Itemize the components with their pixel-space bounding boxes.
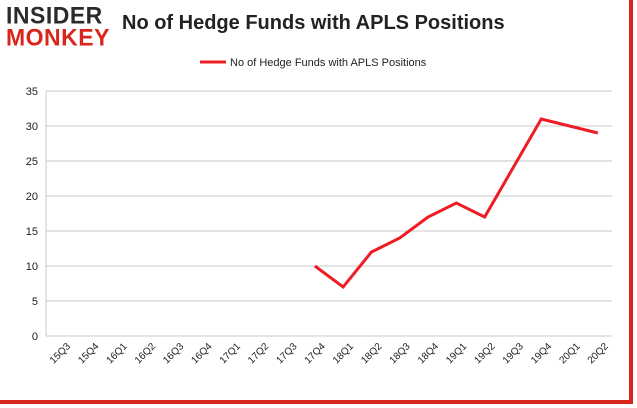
x-tick-label: 18Q3 (388, 341, 413, 366)
logo-line-1: INSIDER (6, 1, 103, 29)
legend-label: No of Hedge Funds with APLS Positions (230, 57, 427, 69)
x-tick-label: 18Q1 (331, 341, 356, 366)
x-tick-label: 19Q4 (529, 341, 554, 366)
logo-line-2: MONKEY (6, 23, 110, 51)
x-tick-label: 15Q3 (48, 341, 73, 366)
x-tick-label: 17Q3 (274, 341, 299, 366)
x-tick-label: 18Q4 (416, 341, 441, 366)
gridlines (45, 90, 612, 337)
x-tick-label: 20Q2 (586, 341, 611, 366)
series-lines (313, 117, 599, 290)
x-tick-label: 18Q2 (359, 341, 384, 366)
y-tick-label: 5 (32, 296, 38, 308)
x-tick-label: 17Q4 (303, 341, 328, 366)
y-tick-label: 25 (26, 156, 38, 168)
y-tick-label: 10 (26, 261, 38, 273)
y-tick-label: 30 (26, 121, 38, 133)
series-line (313, 117, 599, 290)
x-tick-label: 17Q2 (246, 341, 271, 366)
x-tick-label: 20Q1 (557, 341, 582, 366)
x-tick-label: 19Q3 (501, 341, 526, 366)
x-tick-label: 15Q4 (76, 341, 101, 366)
y-axis-ticks: 0 5 10 15 20 25 30 35 (26, 86, 38, 343)
y-tick-label: 0 (32, 331, 38, 343)
chart-title: No of Hedge Funds with APLS Positions (122, 12, 505, 34)
insider-monkey-logo: INSIDER MONKEY (6, 1, 118, 52)
x-axis-ticks: 15Q3 15Q4 16Q1 16Q2 16Q3 16Q4 17Q1 17Q2 17Q3 17Q4… (48, 341, 611, 366)
x-tick-label: 17Q1 (218, 341, 243, 366)
x-tick-label: 19Q2 (473, 341, 498, 366)
y-tick-label: 35 (26, 86, 38, 98)
legend: No of Hedge Funds with APLS Positions (200, 57, 427, 69)
x-tick-label: 19Q1 (444, 341, 469, 366)
y-tick-label: 20 (26, 191, 38, 203)
x-tick-label: 16Q4 (190, 341, 215, 366)
x-tick-label: 16Q3 (161, 341, 186, 366)
y-tick-label: 15 (26, 226, 38, 238)
x-tick-label: 16Q2 (133, 341, 158, 366)
x-tick-label: 16Q1 (105, 341, 130, 366)
